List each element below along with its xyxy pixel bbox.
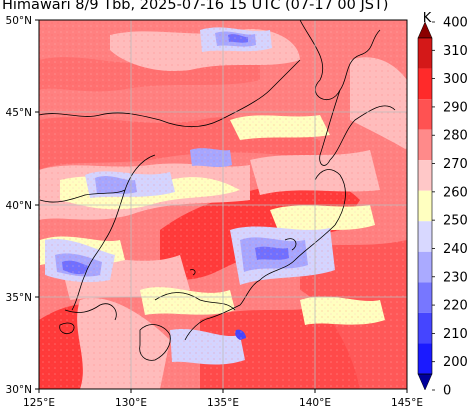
colorbar-tick-label: 260 xyxy=(443,185,468,200)
colorbar-segment xyxy=(418,68,432,100)
colorbar-tick-label: 220 xyxy=(443,299,468,314)
colorbar-segment xyxy=(418,129,432,161)
colorbar-segment xyxy=(418,38,432,69)
lat-tick-label: 45°N xyxy=(6,107,32,119)
lon-tick-label: 125°E xyxy=(23,397,55,409)
colorbar-tick-label: 0 xyxy=(443,384,451,399)
colorbar-segment xyxy=(418,99,432,130)
colorbar-extend-min xyxy=(417,373,433,391)
colorbar-tick-label: 290 xyxy=(443,100,468,115)
lon-tick-label: 130°E xyxy=(115,397,147,409)
colorbar-tick-label: 210 xyxy=(443,327,468,342)
colorbar-segment xyxy=(418,160,432,191)
colorbar-segment xyxy=(418,282,432,313)
lat-tick-label: 35°N xyxy=(6,292,32,304)
colorbar-labels: 400 310 300 290 280 270 260 250 240 230 220 210 200 0 xyxy=(432,16,468,399)
colorbar-tick-label: 400 xyxy=(443,16,468,31)
coastline-layer xyxy=(39,20,396,361)
lon-tick-label: 145°E xyxy=(391,397,423,409)
lat-tick-label: 50°N xyxy=(6,15,32,27)
lat-tick-label: 30°N xyxy=(6,384,32,396)
lon-tick-label: 140°E xyxy=(299,397,331,409)
colorbar-segment xyxy=(418,251,432,283)
map-title: Himawari 8/9 Tbb, 2025-07-16 15 UTC (07-… xyxy=(2,0,389,13)
map-gridlines xyxy=(39,20,407,389)
lon-tick-label: 135°E xyxy=(207,397,239,409)
colorbar-tick-label: 240 xyxy=(443,242,468,257)
colorbar-tick-label: 250 xyxy=(443,214,468,229)
colorbar: K 400 310 300 290 280 270 260 250 240 230 220 210 20… xyxy=(417,11,468,399)
colorbar-segment xyxy=(418,312,432,344)
lat-tick-label: 40°N xyxy=(6,200,32,212)
brightness-temperature-field xyxy=(39,20,407,389)
colorbar-tick-label: 270 xyxy=(443,157,468,172)
colorbar-segment xyxy=(418,343,432,374)
colorbar-unit-label: K xyxy=(423,11,432,26)
colorbar-tick-label: 200 xyxy=(443,355,468,370)
colorbar-frame xyxy=(417,37,433,375)
colorbar-tick-label: 300 xyxy=(443,72,468,87)
colorbar-segments xyxy=(417,21,433,391)
colorbar-tick-label: 310 xyxy=(443,44,468,59)
colorbar-segment xyxy=(418,190,432,222)
colorbar-tick-label: 280 xyxy=(443,129,468,144)
colorbar-tick-label: 230 xyxy=(443,270,468,285)
colorbar-segment xyxy=(418,221,432,252)
